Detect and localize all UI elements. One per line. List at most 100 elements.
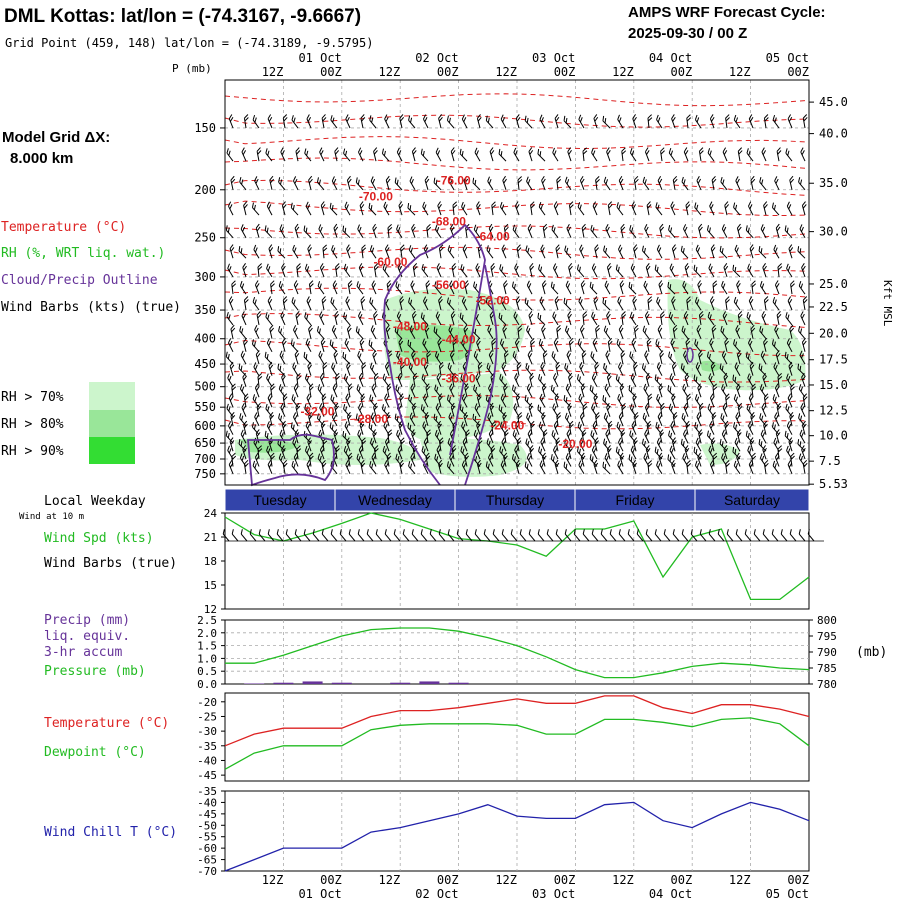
wind-barb — [241, 402, 247, 417]
wind-barb — [712, 280, 718, 295]
wind-barb — [619, 383, 625, 398]
rh-shading-region-5 — [700, 443, 740, 465]
surface-wind-barb — [618, 529, 626, 542]
wind-barb — [472, 177, 481, 191]
wind-barb — [537, 312, 546, 326]
wind-barb — [594, 361, 600, 376]
wind-barb — [423, 114, 429, 129]
wind-barb — [280, 311, 286, 326]
wind-barb — [308, 280, 314, 295]
wind-barb — [295, 402, 301, 417]
surface-wind-barb — [429, 529, 437, 542]
wind-barb — [462, 437, 468, 452]
wind-barb — [333, 350, 339, 365]
wind-barb — [282, 114, 288, 129]
wind-barb — [551, 351, 559, 365]
wind-barb — [774, 383, 780, 398]
top-date-label: 03 Oct — [532, 51, 575, 65]
rh-swatch-80 — [89, 410, 135, 437]
wind-barb — [433, 413, 442, 427]
wind-barb — [696, 176, 702, 191]
wind-barb — [606, 311, 611, 326]
wind-barb — [503, 429, 509, 444]
wind-barb — [503, 280, 508, 295]
wind-barb — [722, 311, 728, 326]
wind-barb — [659, 429, 665, 444]
wind-barb — [499, 421, 507, 435]
wind-barb — [763, 420, 768, 435]
wind-barb — [800, 147, 806, 162]
precip-bar — [448, 682, 469, 684]
wind-barb — [593, 393, 599, 408]
wind-barb — [590, 224, 598, 239]
wind-barb — [593, 114, 599, 129]
wind-barb — [750, 175, 756, 190]
wind-barb — [798, 384, 806, 398]
wind-barb — [645, 445, 651, 460]
wind-barb — [226, 403, 234, 418]
wind-barb — [434, 429, 442, 444]
bottom-hour-label: 12Z — [612, 873, 634, 887]
wind-barb — [305, 421, 312, 435]
wind-barb — [672, 175, 678, 190]
wind-barb — [381, 404, 390, 418]
wind-barb — [382, 263, 390, 278]
wind-barb — [707, 148, 715, 162]
wind-barb — [710, 244, 716, 259]
wind-barb — [423, 361, 429, 376]
wind-barb — [563, 297, 572, 311]
wind-barb — [524, 461, 533, 475]
wind-barb — [733, 296, 741, 311]
wind-barb — [292, 362, 299, 376]
wind-barb — [396, 224, 403, 238]
wind-barb — [537, 149, 546, 162]
precip-bar — [331, 682, 352, 684]
wind-barb — [530, 338, 535, 352]
wind-barb — [294, 223, 300, 238]
wind-barb — [578, 460, 585, 475]
wind-barb — [747, 373, 754, 387]
wind-barb — [774, 176, 780, 191]
wind-barb — [736, 223, 742, 238]
wind-barb — [578, 393, 585, 408]
wind-barb — [487, 176, 494, 191]
wind-barb — [488, 429, 494, 444]
wind-barb — [647, 114, 653, 129]
wind-barb — [602, 461, 611, 475]
wind-barb — [421, 373, 429, 388]
kft-tick-label: 35.0 — [819, 176, 848, 190]
temperature-series — [224, 695, 810, 747]
wind-barb — [602, 297, 611, 311]
wind-barb — [334, 402, 340, 417]
wind-barb — [760, 429, 767, 444]
wind-barb — [602, 115, 611, 129]
pressure-tick-label: 450 — [194, 357, 216, 371]
wind-barb — [748, 296, 754, 311]
wind-barb — [385, 175, 391, 190]
pressure-tick-label: 200 — [194, 183, 216, 197]
wind-barb — [619, 452, 625, 467]
wind-barb — [629, 430, 637, 444]
wind-barb — [447, 362, 455, 376]
wind-barb — [695, 244, 702, 259]
wind-barb — [488, 223, 494, 238]
wind-barb — [749, 244, 755, 259]
wind-barb — [411, 429, 416, 444]
legend-temperature: Temperature (°C) — [1, 220, 126, 235]
pressure-unit-label: P (mb) — [172, 62, 212, 75]
model-grid-label: Model Grid ΔX: — [2, 129, 110, 146]
wind-barb — [606, 445, 612, 460]
wind-barb — [526, 176, 533, 191]
wind-barb — [760, 350, 767, 365]
wind-barb — [577, 338, 585, 353]
surface-wind-barb — [312, 529, 320, 542]
wind-barb — [255, 223, 261, 238]
wind-barb — [748, 459, 754, 474]
wind-barb — [343, 404, 351, 418]
surface-wind-barb — [330, 529, 338, 542]
wind-barb — [512, 224, 520, 238]
wind-barb — [630, 373, 637, 387]
wind-barb — [281, 201, 287, 216]
wind-barb — [526, 383, 533, 398]
wind-barb — [553, 263, 559, 278]
